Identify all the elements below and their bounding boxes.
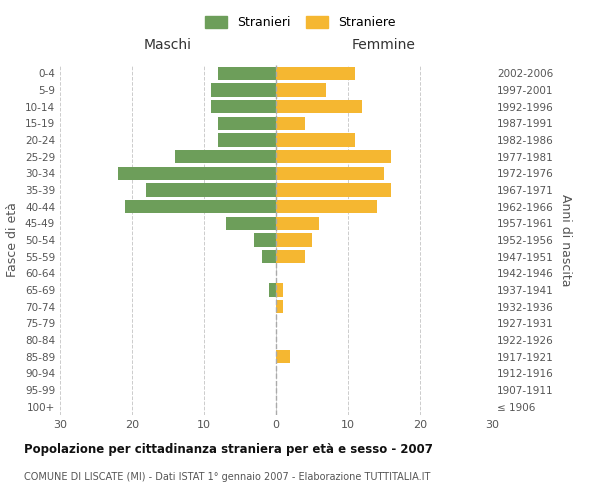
Text: Popolazione per cittadinanza straniera per età e sesso - 2007: Popolazione per cittadinanza straniera p… bbox=[24, 442, 433, 456]
Bar bbox=[211, 84, 276, 96]
Bar bbox=[118, 166, 276, 180]
Bar bbox=[276, 166, 384, 180]
Bar bbox=[276, 100, 362, 114]
Bar bbox=[125, 200, 276, 213]
Bar bbox=[276, 234, 312, 246]
Bar bbox=[276, 300, 283, 314]
Bar bbox=[276, 216, 319, 230]
Bar bbox=[276, 350, 290, 364]
Bar bbox=[175, 150, 276, 164]
Bar bbox=[276, 116, 305, 130]
Bar bbox=[276, 200, 377, 213]
Bar bbox=[276, 250, 305, 264]
Bar bbox=[269, 284, 276, 296]
Y-axis label: Anni di nascita: Anni di nascita bbox=[559, 194, 572, 286]
Text: COMUNE DI LISCATE (MI) - Dati ISTAT 1° gennaio 2007 - Elaborazione TUTTITALIA.IT: COMUNE DI LISCATE (MI) - Dati ISTAT 1° g… bbox=[24, 472, 430, 482]
Bar bbox=[276, 284, 283, 296]
Bar bbox=[254, 234, 276, 246]
Bar bbox=[276, 84, 326, 96]
Bar bbox=[226, 216, 276, 230]
Bar bbox=[218, 134, 276, 146]
Text: Maschi: Maschi bbox=[144, 38, 192, 52]
Bar bbox=[146, 184, 276, 196]
Bar bbox=[276, 184, 391, 196]
Bar bbox=[276, 66, 355, 80]
Bar bbox=[218, 116, 276, 130]
Bar bbox=[276, 134, 355, 146]
Bar bbox=[276, 150, 391, 164]
Bar bbox=[211, 100, 276, 114]
Bar bbox=[218, 66, 276, 80]
Legend: Stranieri, Straniere: Stranieri, Straniere bbox=[199, 11, 401, 34]
Bar bbox=[262, 250, 276, 264]
Text: Femmine: Femmine bbox=[352, 38, 416, 52]
Y-axis label: Fasce di età: Fasce di età bbox=[7, 202, 19, 278]
